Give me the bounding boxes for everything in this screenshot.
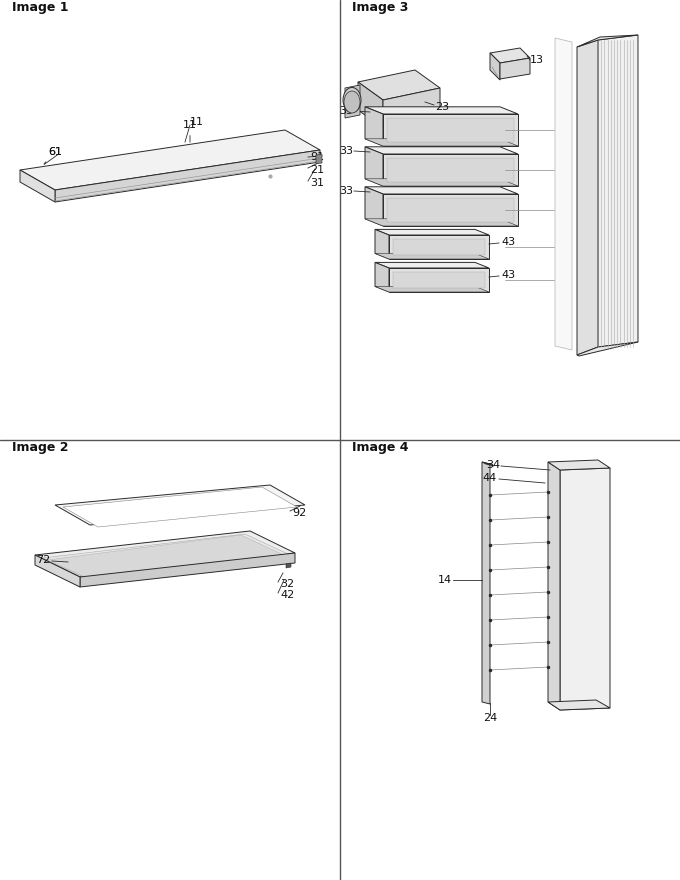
Polygon shape xyxy=(548,700,610,710)
Polygon shape xyxy=(20,130,320,190)
Polygon shape xyxy=(47,535,286,580)
Polygon shape xyxy=(365,147,383,186)
Polygon shape xyxy=(20,170,55,202)
Polygon shape xyxy=(375,262,489,268)
Text: 61: 61 xyxy=(48,147,62,157)
Polygon shape xyxy=(577,40,598,355)
Polygon shape xyxy=(577,35,638,47)
Polygon shape xyxy=(598,35,638,347)
Polygon shape xyxy=(490,53,500,80)
Text: 13: 13 xyxy=(530,55,544,65)
Text: 42: 42 xyxy=(280,590,294,600)
Text: 44: 44 xyxy=(483,473,497,483)
Text: 34: 34 xyxy=(486,460,500,470)
Polygon shape xyxy=(375,262,389,292)
Ellipse shape xyxy=(343,87,361,113)
Text: 24: 24 xyxy=(483,713,497,723)
Polygon shape xyxy=(365,106,383,146)
Polygon shape xyxy=(387,158,514,182)
Polygon shape xyxy=(490,48,530,63)
Text: Image 4: Image 4 xyxy=(352,441,409,453)
Text: 43: 43 xyxy=(501,237,515,247)
Text: 92: 92 xyxy=(292,508,306,518)
Text: 11: 11 xyxy=(183,120,197,143)
Polygon shape xyxy=(55,485,305,525)
Polygon shape xyxy=(35,555,80,587)
Text: 43: 43 xyxy=(501,270,515,280)
Polygon shape xyxy=(358,82,383,128)
Text: 72: 72 xyxy=(36,555,50,565)
Polygon shape xyxy=(393,272,485,288)
Polygon shape xyxy=(358,70,440,100)
Polygon shape xyxy=(345,85,360,118)
Polygon shape xyxy=(383,154,518,186)
Polygon shape xyxy=(577,342,638,356)
Polygon shape xyxy=(365,139,518,146)
Polygon shape xyxy=(80,553,295,587)
Polygon shape xyxy=(43,534,290,579)
Polygon shape xyxy=(500,58,530,79)
Polygon shape xyxy=(375,230,489,235)
Text: 33: 33 xyxy=(339,186,353,196)
Polygon shape xyxy=(383,88,440,128)
Polygon shape xyxy=(555,38,572,350)
Polygon shape xyxy=(482,462,490,704)
Polygon shape xyxy=(35,531,295,577)
Text: 32: 32 xyxy=(280,579,294,589)
Text: Image 3: Image 3 xyxy=(352,1,409,13)
Polygon shape xyxy=(365,187,518,194)
Polygon shape xyxy=(63,487,297,527)
Polygon shape xyxy=(387,118,514,142)
Text: 33: 33 xyxy=(339,146,353,156)
Polygon shape xyxy=(560,468,610,710)
Polygon shape xyxy=(548,460,610,470)
Polygon shape xyxy=(383,114,518,146)
Polygon shape xyxy=(375,253,489,259)
Text: 33: 33 xyxy=(339,106,353,116)
Polygon shape xyxy=(55,150,320,202)
Polygon shape xyxy=(389,235,489,259)
Text: 23: 23 xyxy=(435,102,449,112)
Polygon shape xyxy=(375,286,489,292)
Text: 31: 31 xyxy=(310,178,324,188)
Text: 14: 14 xyxy=(438,575,452,585)
Text: 21: 21 xyxy=(310,165,324,175)
Polygon shape xyxy=(387,198,514,222)
Text: 91: 91 xyxy=(310,152,324,162)
Polygon shape xyxy=(365,106,518,114)
Polygon shape xyxy=(482,462,494,466)
Ellipse shape xyxy=(344,91,360,113)
Text: Image 1: Image 1 xyxy=(12,1,69,13)
Polygon shape xyxy=(365,147,518,154)
Polygon shape xyxy=(286,563,291,568)
Polygon shape xyxy=(365,179,518,186)
Polygon shape xyxy=(548,462,560,710)
Polygon shape xyxy=(375,230,389,259)
Text: Image 2: Image 2 xyxy=(12,441,69,453)
Text: 11: 11 xyxy=(190,117,204,127)
Polygon shape xyxy=(365,187,383,226)
Polygon shape xyxy=(316,154,322,164)
Text: 61: 61 xyxy=(44,147,62,164)
Polygon shape xyxy=(383,194,518,226)
Polygon shape xyxy=(389,268,489,292)
Polygon shape xyxy=(393,239,485,255)
Polygon shape xyxy=(365,219,518,226)
